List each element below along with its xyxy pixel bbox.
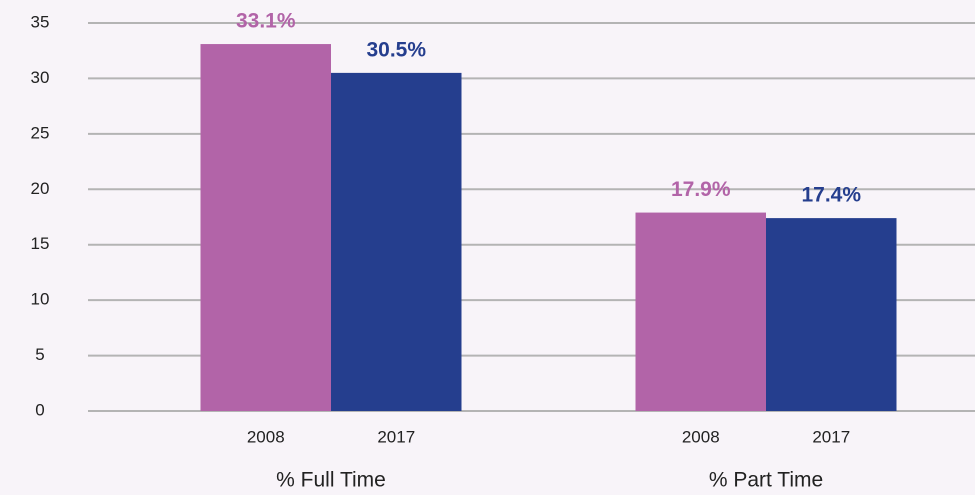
value-label: 17.9% <box>671 178 731 201</box>
bar <box>766 218 897 411</box>
y-tick-label: 15 <box>31 234 50 253</box>
bar <box>200 44 331 411</box>
series-label: 2017 <box>812 427 850 446</box>
y-tick-label: 20 <box>31 179 50 198</box>
y-tick-label: 10 <box>31 290 50 309</box>
bar <box>331 72 462 411</box>
y-tick-label: 35 <box>31 12 50 31</box>
bar <box>635 212 766 411</box>
y-tick-label: 0 <box>35 400 44 419</box>
y-tick-label: 5 <box>35 345 44 364</box>
y-tick-label: 25 <box>31 123 50 142</box>
y-tick-label: 30 <box>31 68 50 87</box>
series-label: 2008 <box>682 427 720 446</box>
series-label: 2008 <box>247 427 285 446</box>
series-label: 2017 <box>377 427 415 446</box>
category-label: % Full Time <box>276 469 386 492</box>
value-label: 30.5% <box>366 38 426 61</box>
category-label: % Part Time <box>709 469 823 492</box>
value-label: 33.1% <box>236 10 296 33</box>
value-label: 17.4% <box>801 184 861 207</box>
